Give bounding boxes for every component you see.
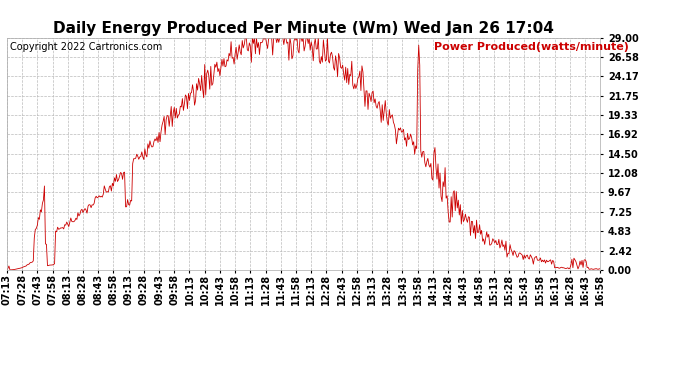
Title: Daily Energy Produced Per Minute (Wm) Wed Jan 26 17:04: Daily Energy Produced Per Minute (Wm) We… xyxy=(53,21,554,36)
Text: Power Produced(watts/minute): Power Produced(watts/minute) xyxy=(434,42,629,52)
Text: Copyright 2022 Cartronics.com: Copyright 2022 Cartronics.com xyxy=(10,42,162,52)
